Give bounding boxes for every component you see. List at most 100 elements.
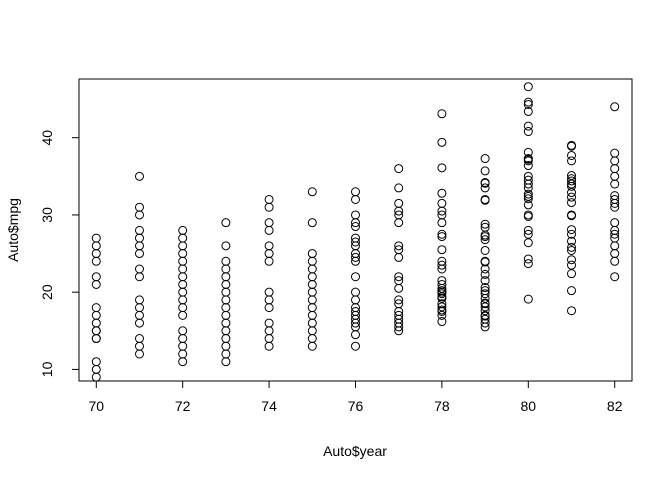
data-point — [91, 318, 101, 328]
y-axis-title: Auto$mpg — [5, 198, 21, 262]
data-point — [610, 102, 620, 112]
data-point — [437, 289, 447, 299]
x-axis-title: Auto$year — [323, 443, 387, 459]
data-point — [178, 303, 188, 313]
data-point — [351, 295, 360, 305]
data-point — [351, 210, 360, 220]
data-point — [610, 229, 620, 239]
data-point — [394, 241, 404, 251]
data-point — [567, 286, 577, 296]
data-point — [178, 233, 188, 243]
data-point — [221, 287, 231, 297]
data-point — [307, 303, 317, 313]
data-point — [437, 306, 447, 316]
data-point — [178, 272, 188, 282]
data-point — [610, 164, 620, 174]
data-point — [394, 206, 404, 216]
data-point — [567, 188, 577, 198]
data-point — [221, 295, 231, 305]
data-point — [523, 161, 533, 171]
data-point — [351, 272, 360, 282]
data-point — [134, 334, 144, 344]
data-point — [437, 188, 447, 198]
data-point — [394, 198, 404, 208]
data-point — [523, 106, 533, 116]
data-point — [351, 237, 360, 247]
data-point — [610, 156, 620, 166]
data-point — [178, 256, 188, 266]
data-point — [264, 218, 274, 228]
data-point — [264, 334, 274, 344]
x-tick-label: 74 — [261, 398, 277, 414]
data-point — [134, 318, 144, 328]
data-point — [178, 264, 188, 274]
data-point — [178, 334, 188, 344]
data-point — [264, 202, 274, 212]
x-tick-label: 80 — [521, 398, 537, 414]
data-point — [523, 179, 533, 189]
data-point — [480, 299, 490, 309]
data-point — [134, 295, 144, 305]
data-point — [91, 372, 101, 382]
data-point — [221, 218, 231, 228]
data-point — [351, 218, 360, 228]
data-point — [221, 272, 231, 282]
data-point — [567, 269, 577, 279]
data-point — [610, 179, 620, 189]
data-point — [610, 171, 620, 181]
data-point — [610, 218, 620, 228]
data-point — [307, 187, 317, 197]
data-point — [134, 202, 144, 212]
data-point — [567, 236, 577, 246]
data-point — [351, 256, 360, 266]
data-point — [567, 176, 577, 186]
data-point — [91, 233, 101, 243]
y-tick-label: 10 — [39, 361, 55, 377]
data-point — [523, 254, 533, 264]
data-point — [523, 238, 533, 248]
data-point — [134, 341, 144, 351]
data-point — [480, 257, 490, 267]
data-point — [480, 235, 490, 245]
data-point — [523, 194, 533, 204]
data-point — [394, 183, 404, 193]
x-tick-label: 78 — [434, 398, 450, 414]
data-point — [264, 303, 274, 313]
data-point — [610, 241, 620, 251]
data-point — [610, 249, 620, 259]
data-point — [134, 249, 144, 259]
data-point — [178, 310, 188, 320]
data-point — [567, 198, 577, 208]
data-point — [307, 334, 317, 344]
data-point — [437, 264, 447, 274]
data-point — [264, 241, 274, 251]
data-point — [610, 256, 620, 266]
data-point — [394, 295, 404, 305]
data-point — [307, 310, 317, 320]
y-tick-label: 40 — [39, 130, 55, 146]
data-point — [221, 256, 231, 266]
data-point — [178, 295, 188, 305]
data-point — [91, 241, 101, 251]
data-point — [178, 249, 188, 259]
data-point — [480, 322, 490, 332]
data-point — [523, 121, 533, 131]
data-point — [178, 225, 188, 235]
data-point — [178, 326, 188, 336]
data-points — [91, 82, 620, 382]
data-point — [567, 245, 577, 255]
data-point — [221, 334, 231, 344]
data-point — [567, 229, 577, 239]
data-point — [351, 194, 360, 204]
data-point — [567, 306, 577, 316]
data-point — [437, 163, 447, 173]
data-point — [91, 256, 101, 266]
data-point — [264, 256, 274, 266]
data-point — [134, 171, 144, 181]
data-point — [567, 242, 577, 252]
data-point — [567, 192, 577, 202]
data-point — [221, 264, 231, 274]
data-point — [523, 211, 533, 221]
data-point — [567, 255, 577, 265]
data-point — [264, 249, 274, 259]
